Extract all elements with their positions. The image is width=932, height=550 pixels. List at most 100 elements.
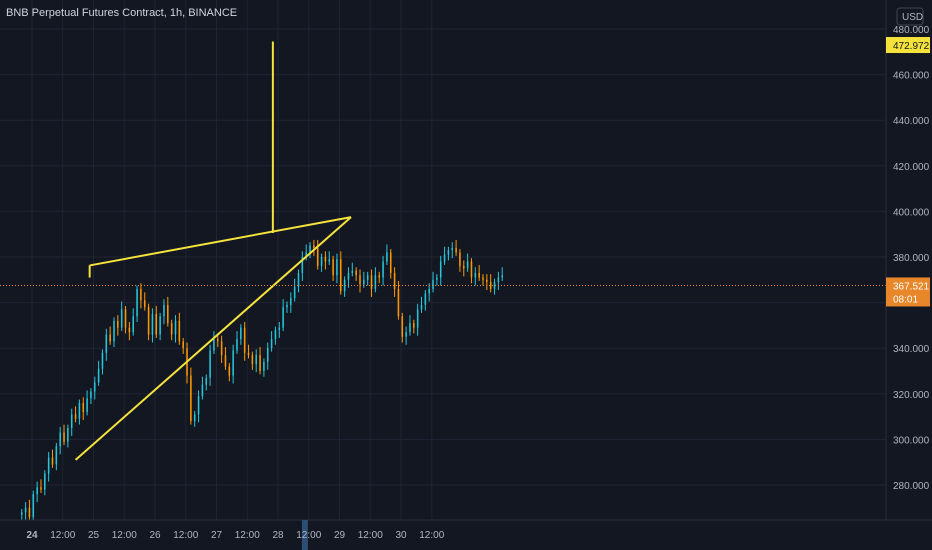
candle-body — [132, 316, 134, 333]
candle-body — [163, 304, 165, 317]
candle-body — [451, 247, 454, 251]
candle-body — [24, 507, 27, 513]
candle-body — [20, 512, 23, 515]
candle-body — [36, 487, 38, 495]
candle-body — [266, 348, 269, 362]
time-tick-label: 12:00 — [112, 530, 137, 541]
candle-body — [332, 259, 334, 276]
candle-body — [413, 323, 415, 328]
candle-body — [109, 334, 111, 342]
trendline-lower[interactable] — [74, 216, 352, 461]
price-tick-label: 460.000 — [893, 71, 930, 82]
candle-body — [270, 339, 273, 349]
candle-body — [40, 487, 42, 490]
candle-body — [405, 332, 407, 337]
candle-body — [213, 339, 215, 351]
time-tick-label: 28 — [272, 530, 284, 541]
candle-body — [159, 316, 161, 335]
trendline-upper[interactable] — [89, 216, 352, 267]
candle-body — [136, 288, 138, 317]
candle-body — [455, 247, 457, 253]
candle-body — [366, 275, 369, 280]
candle-body — [355, 270, 357, 276]
grid — [0, 0, 886, 520]
price-tick-label: 300.000 — [893, 435, 930, 446]
candle-body — [147, 307, 150, 335]
price-tick-label: 400.000 — [893, 207, 930, 218]
candle-body — [359, 275, 361, 285]
candle-body — [497, 277, 500, 283]
time-tick-label: 24 — [26, 530, 38, 541]
candle-body — [382, 261, 384, 278]
time-tick-label: 30 — [395, 530, 407, 541]
candle-body — [320, 257, 323, 267]
time-tick-label: 29 — [334, 530, 346, 541]
candle-body — [224, 355, 227, 367]
candle-body — [143, 300, 146, 308]
candle-body — [428, 288, 430, 294]
candle-body — [255, 355, 257, 365]
candle-body — [482, 277, 484, 280]
candle-body — [94, 382, 96, 392]
time-tick-label: 26 — [149, 530, 161, 541]
candle-body — [113, 320, 115, 342]
candle-body — [351, 270, 354, 273]
candle-body — [432, 279, 434, 289]
candle-body — [251, 355, 254, 365]
candle-body — [378, 275, 380, 278]
last-price-label: 367.521 — [893, 281, 930, 292]
candle-body — [313, 245, 315, 248]
trend-drawings[interactable] — [74, 41, 352, 461]
candle-body — [447, 250, 450, 255]
candle-body — [59, 432, 61, 447]
candle-body — [86, 398, 88, 413]
price-tick-label: 320.000 — [893, 390, 930, 401]
candle-body — [416, 309, 419, 328]
candle-body — [278, 327, 281, 330]
candle-body — [182, 341, 184, 349]
candle-body — [63, 432, 65, 442]
price-axis-background — [886, 0, 932, 520]
candle-body — [32, 494, 35, 517]
candle-body — [420, 304, 423, 310]
candle-body — [263, 361, 265, 371]
candle-body — [101, 352, 104, 369]
price-tick-label: 420.000 — [893, 162, 930, 173]
candle-body — [128, 327, 131, 333]
candle-body — [174, 320, 177, 335]
candle-body — [386, 252, 388, 262]
time-tick-label: 12:00 — [235, 530, 260, 541]
price-tick-label: 480.000 — [893, 25, 930, 36]
target-price-label: 472.972 — [893, 41, 930, 52]
candle-body — [170, 323, 173, 335]
time-tick-label: 12:00 — [419, 530, 444, 541]
price-tick-label: 380.000 — [893, 253, 930, 264]
price-tick-label: 280.000 — [893, 481, 930, 492]
last-price-badge — [886, 277, 930, 307]
candle-body — [55, 446, 58, 465]
candle-body — [178, 320, 181, 342]
time-tick-label: 12:00 — [173, 530, 198, 541]
currency-button-frame — [896, 7, 924, 26]
candle-body — [97, 368, 100, 383]
candle-body — [397, 288, 400, 317]
time-tick-label: 12:00 — [296, 530, 321, 541]
candle-body — [193, 414, 196, 422]
candle-body — [197, 396, 200, 415]
time-axis[interactable]: 24 12:00 25 12:00 26 12:00 27 12:00 28 12:00 29 12:… — [0, 519, 932, 550]
currency-button[interactable]: USD — [896, 7, 924, 26]
candle-body — [293, 286, 296, 299]
candle-body — [393, 272, 396, 289]
candle-body — [282, 307, 284, 328]
candle-body — [301, 257, 304, 273]
candle-body — [82, 402, 85, 413]
candle-body — [205, 377, 208, 385]
candle-body — [124, 309, 127, 328]
candle-body — [374, 275, 377, 289]
price-axis[interactable]: 280.000300.000320.000340.000360.000380.0… — [885, 0, 932, 520]
candle-body — [424, 293, 427, 305]
bar-countdown-label: 08:01 — [893, 294, 918, 305]
